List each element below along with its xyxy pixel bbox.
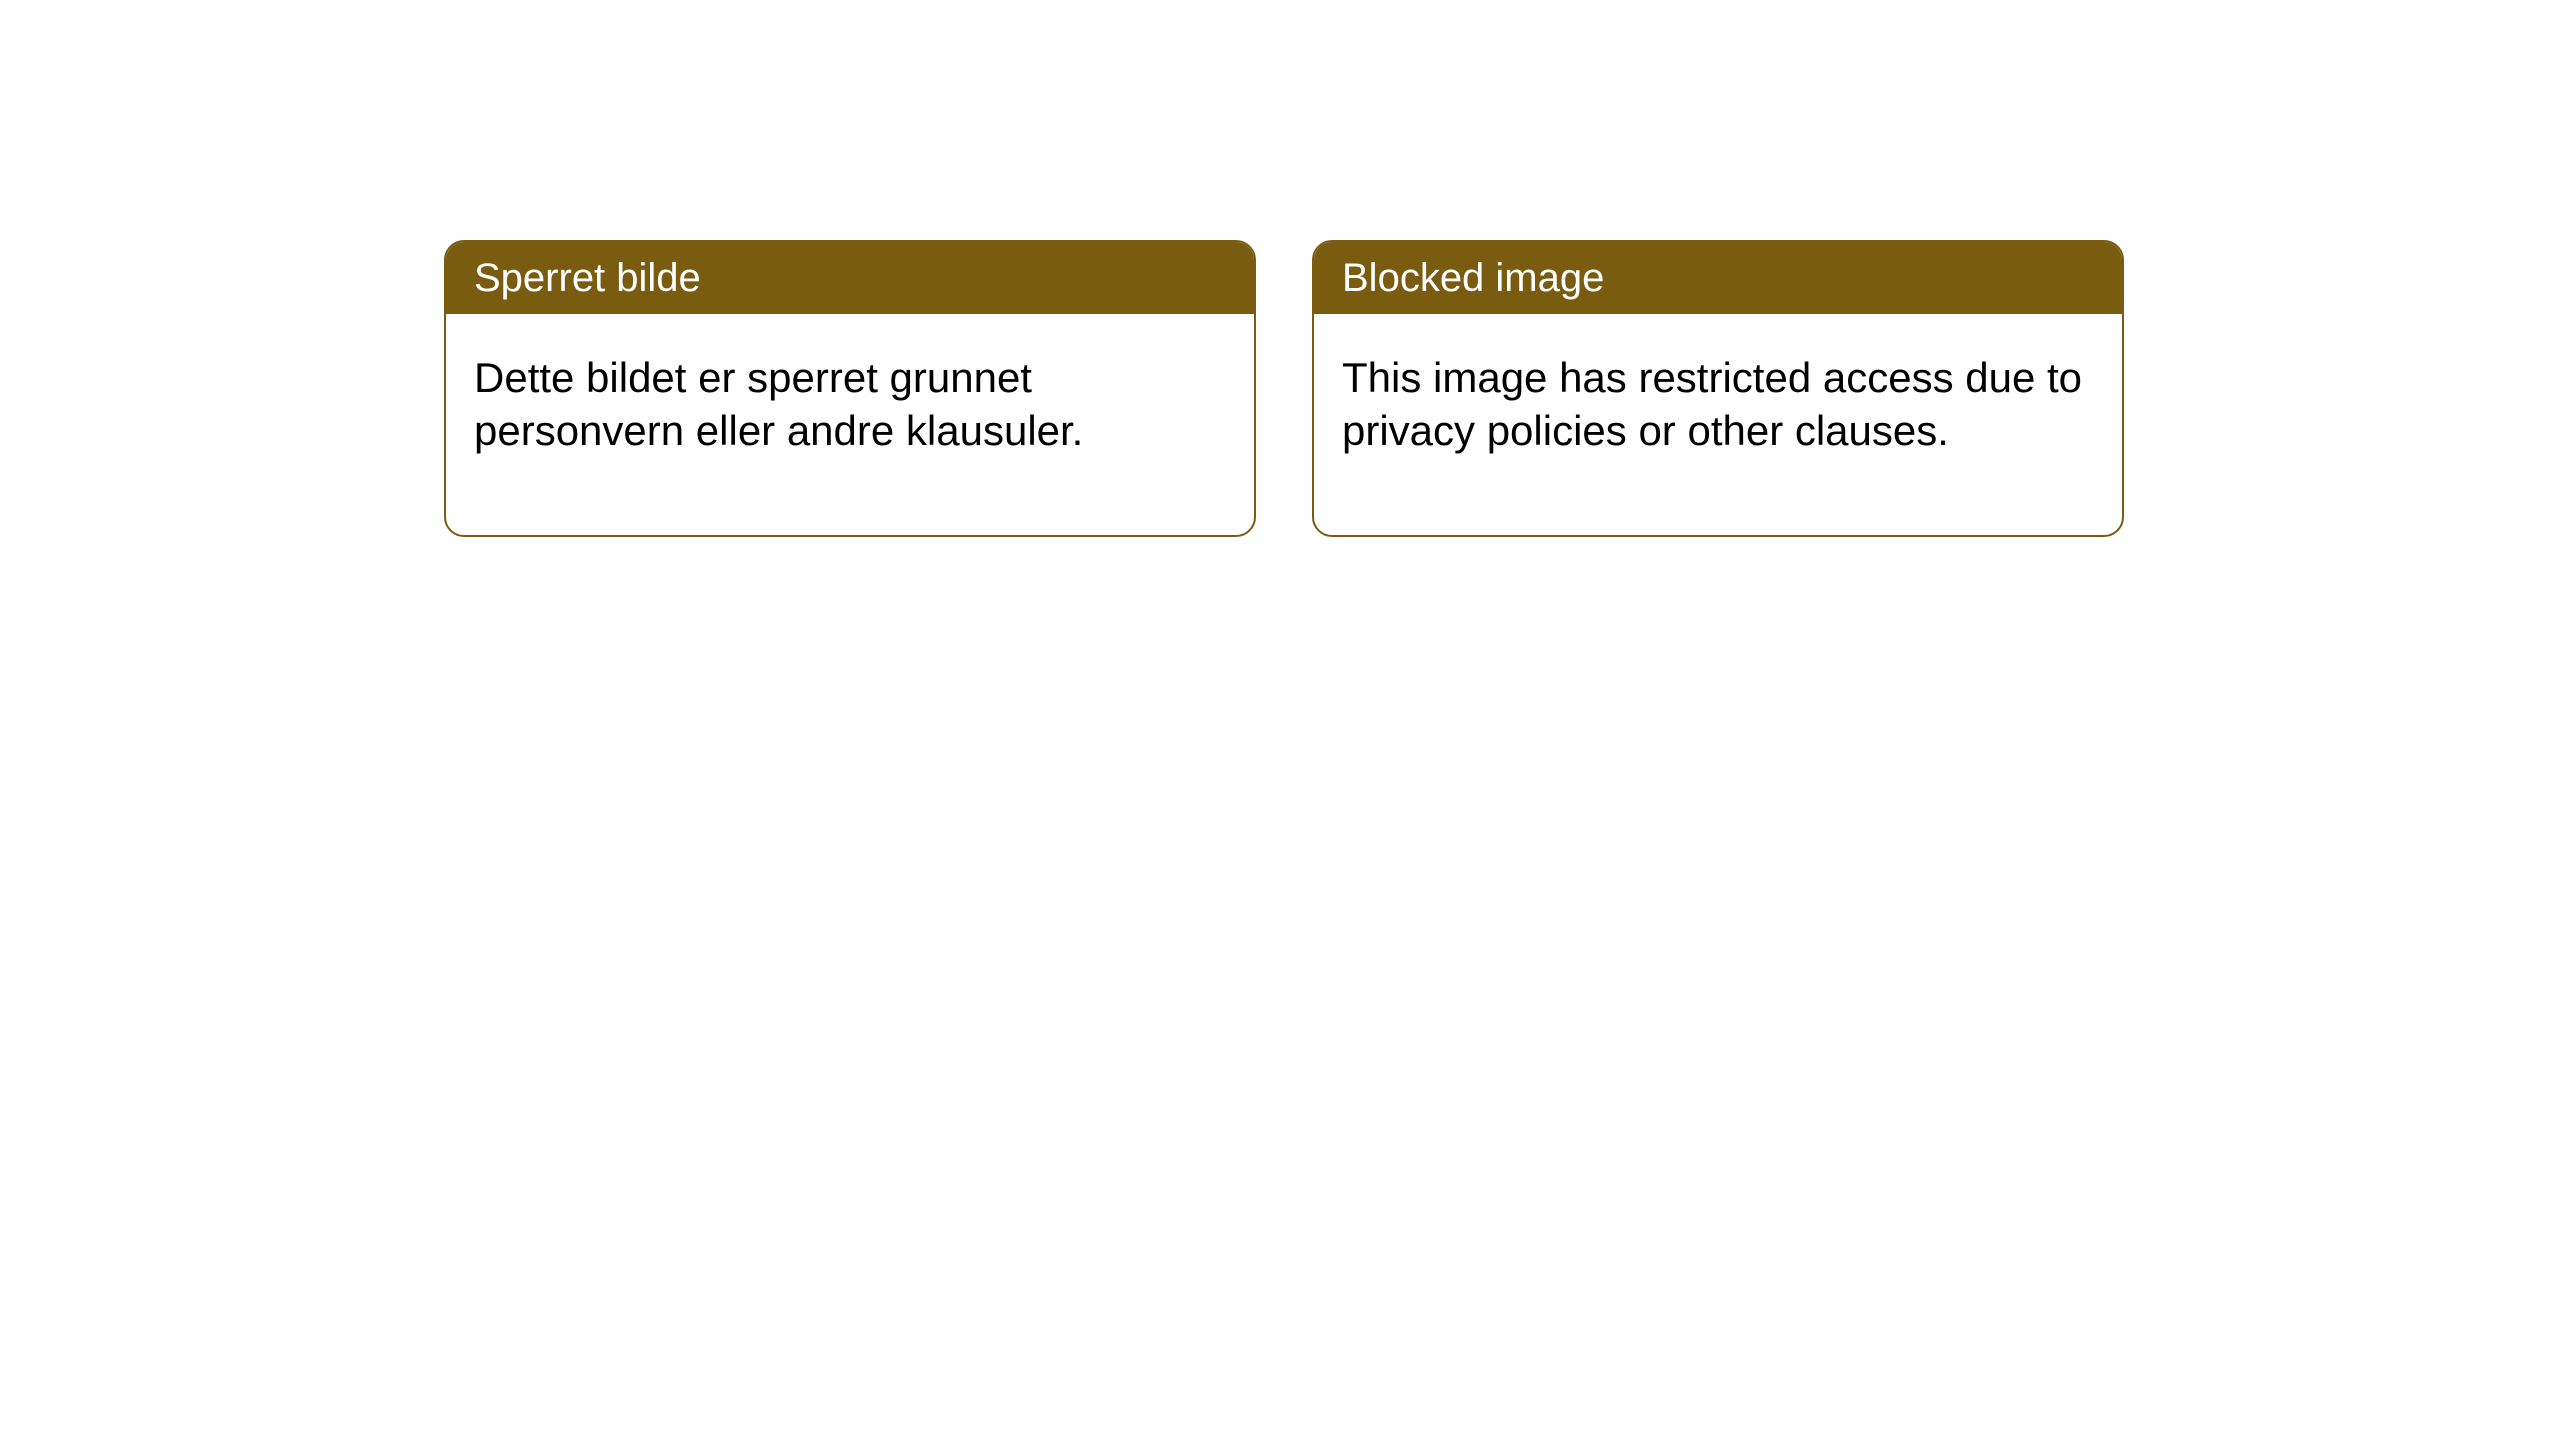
notice-title: Blocked image bbox=[1342, 256, 1604, 300]
notice-title: Sperret bilde bbox=[474, 256, 701, 300]
notice-header: Blocked image bbox=[1314, 242, 2122, 314]
notice-body-text: Dette bildet er sperret grunnet personve… bbox=[474, 354, 1083, 454]
notice-container: Sperret bilde Dette bildet er sperret gr… bbox=[444, 240, 2124, 537]
notice-card-english: Blocked image This image has restricted … bbox=[1312, 240, 2124, 537]
notice-body-text: This image has restricted access due to … bbox=[1342, 354, 2082, 454]
notice-body: This image has restricted access due to … bbox=[1314, 314, 2122, 535]
notice-header: Sperret bilde bbox=[446, 242, 1254, 314]
notice-body: Dette bildet er sperret grunnet personve… bbox=[446, 314, 1254, 535]
notice-card-norwegian: Sperret bilde Dette bildet er sperret gr… bbox=[444, 240, 1256, 537]
